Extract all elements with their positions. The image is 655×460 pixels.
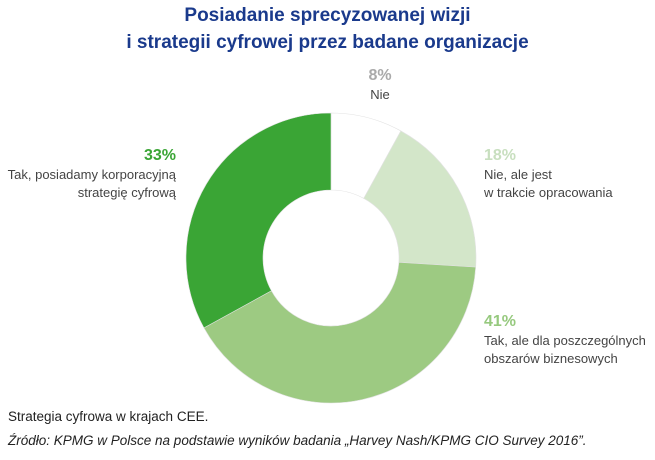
source-note: Źródło: KPMG w Polsce na podstawie wynik… [8, 433, 587, 448]
label-korporacyjna: 33% Tak, posiadamy korporacyjną strategi… [0, 146, 176, 202]
desc-label-w-trakcie-line-1: Nie, ale jest [484, 167, 552, 182]
percent-label-w-trakcie: 18% [484, 147, 517, 164]
chart-title-line-2: i strategii cyfrowej przez badane organi… [126, 32, 529, 53]
desc-label-w-trakcie-line-2: w trakcie opracowania [484, 185, 613, 200]
desc-label-korporacyjna-line-2: strategię cyfrową [77, 185, 176, 200]
chart-title-line-1: Posiadanie sprecyzowanej wizji [184, 5, 471, 26]
footnote: Strategia cyfrowa w krajach CEE. [8, 409, 209, 424]
desc-label-obszary-line-2: obszarów biznesowych [484, 351, 618, 366]
percent-label-korporacyjna: 33% [143, 147, 176, 164]
label-obszary: 41% Tak, ale dla poszczególnych obszarów… [484, 312, 654, 368]
desc-label-nie: Nie [370, 87, 390, 102]
percent-label-nie: 8% [368, 67, 392, 84]
slice-w-trakcie [363, 130, 477, 268]
label-w-trakcie: 18% Nie, ale jest w trakcie opracowania [484, 146, 652, 202]
label-nie: 8% Nie [300, 66, 460, 104]
chart-title: Posiadanie sprecyzowanej wizji i strateg… [0, 2, 655, 56]
desc-label-korporacyjna-line-1: Tak, posiadamy korporacyjną [7, 167, 176, 182]
desc-label-obszary-line-1: Tak, ale dla poszczególnych [484, 333, 646, 348]
slice-obszary [203, 261, 477, 404]
slice-korporacyjna [185, 112, 332, 329]
percent-label-obszary: 41% [484, 313, 517, 330]
